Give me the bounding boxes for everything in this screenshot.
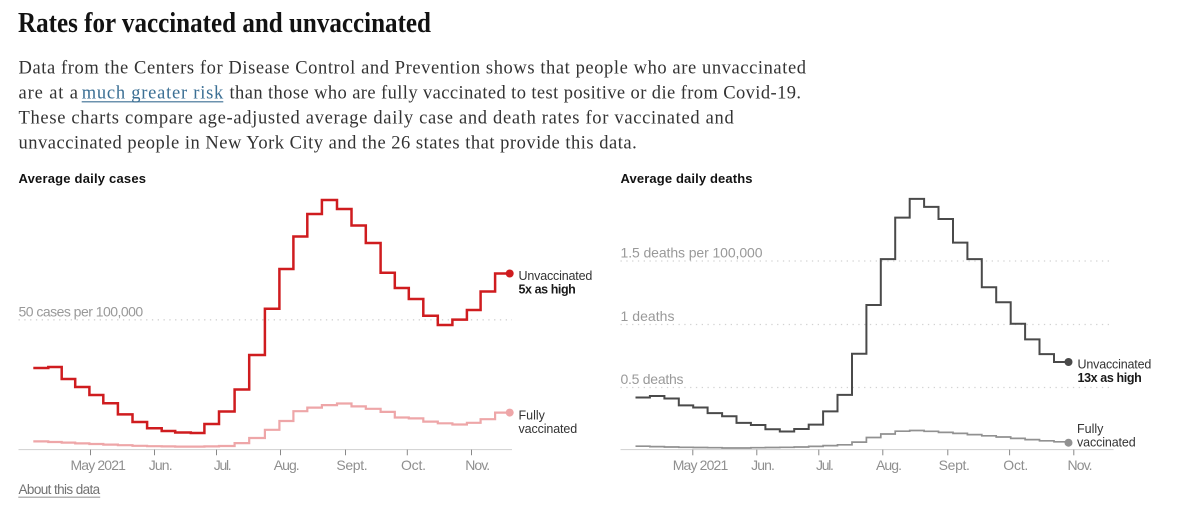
svg-text:Sept.: Sept. [939,457,970,473]
svg-text:About this data: About this data [19,482,101,497]
svg-text:Aug.: Aug. [876,457,902,473]
svg-text:Sept.: Sept. [336,457,367,473]
svg-text:vaccinated: vaccinated [519,422,578,436]
svg-text:unvaccinated people in New Yor: unvaccinated people in New York City and… [19,134,637,154]
svg-text:Jul.: Jul. [214,457,232,473]
svg-text:Fully: Fully [519,409,546,423]
svg-text:Jun.: Jun. [751,457,775,473]
svg-text:Aug.: Aug. [274,457,300,473]
svg-text:Nov.: Nov. [465,457,490,473]
svg-text:May 2021: May 2021 [673,457,729,473]
svg-text:than those who are fully vacci: than those who are fully vaccinated to t… [230,84,802,104]
svg-text:These charts compare age-adjus: These charts compare age-adjusted averag… [19,109,735,129]
svg-text:1 deaths: 1 deaths [621,308,675,324]
svg-text:May 2021: May 2021 [70,457,126,473]
svg-text:Jun.: Jun. [149,457,173,473]
svg-text:Oct.: Oct. [1003,457,1028,473]
svg-text:5x as high: 5x as high [519,283,576,297]
svg-text:Average daily cases: Average daily cases [19,171,147,186]
svg-text:Average daily deaths: Average daily deaths [621,171,753,186]
svg-text:Data from the Centers for Dise: Data from the Centers for Disease Contro… [19,59,807,79]
svg-text:Fully: Fully [1077,422,1104,436]
svg-text:0.5 deaths: 0.5 deaths [621,371,684,387]
svg-text:13x as high: 13x as high [1078,371,1142,385]
svg-text:Nov.: Nov. [1068,457,1093,473]
svg-text:much greater risk: much greater risk [82,84,224,104]
svg-text:Unvaccinated: Unvaccinated [1078,358,1152,372]
svg-text:50 cases per 100,000: 50 cases per 100,000 [19,303,144,319]
svg-text:Oct.: Oct. [401,457,426,473]
svg-text:Jul.: Jul. [816,457,834,473]
svg-text:vaccinated: vaccinated [1077,436,1136,450]
svg-text:Unvaccinated: Unvaccinated [519,269,593,283]
svg-text:Rates for vaccinated and unvac: Rates for vaccinated and unvaccinated [18,7,431,39]
svg-text:are at a: are at a [19,84,79,104]
svg-text:1.5 deaths per 100,000: 1.5 deaths per 100,000 [621,245,763,261]
